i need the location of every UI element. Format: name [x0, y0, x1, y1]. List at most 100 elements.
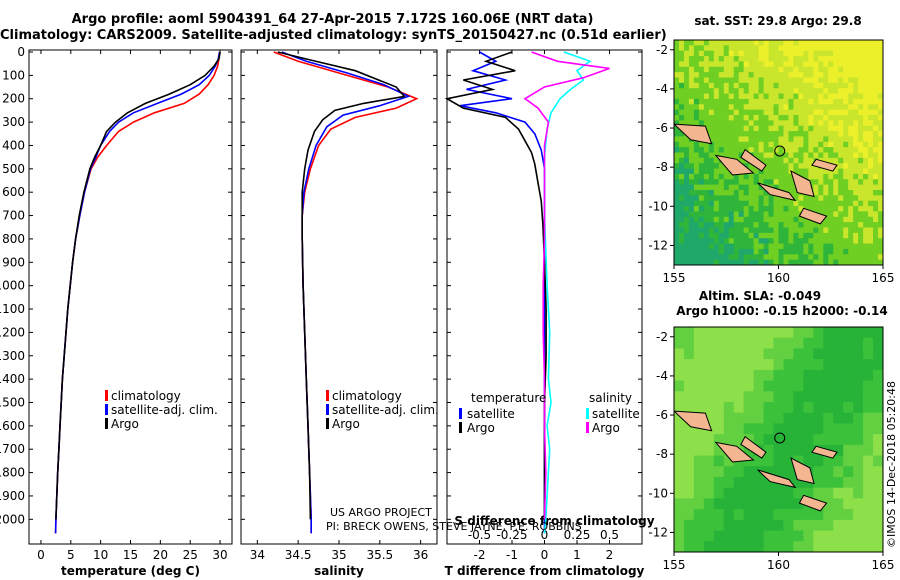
heat-cell: [823, 227, 829, 234]
heat-cell: [783, 104, 790, 111]
heat-cell: [798, 216, 804, 223]
heat-cell: [778, 259, 785, 265]
heat-cell: [878, 168, 883, 175]
island-5: [798, 207, 828, 225]
heat-cell: [708, 200, 715, 207]
heat-cell: [683, 93, 690, 100]
heat-cell: [793, 109, 800, 116]
heat-cell: [674, 369, 685, 382]
heat-cell: [783, 327, 795, 339]
heat-cell: [783, 444, 795, 457]
heat-cell: [813, 66, 819, 73]
heat-cell: [678, 211, 685, 218]
heat-cell: [693, 66, 700, 73]
heat-cell: [713, 455, 725, 467]
heat-cell: [808, 195, 814, 202]
heat-cell: [693, 152, 700, 159]
heat-cell: [678, 216, 685, 223]
heat-cell: [698, 179, 705, 186]
heat-cell: [768, 248, 775, 255]
heat-cell: [678, 168, 685, 175]
heat-cell: [674, 109, 680, 116]
heat-cell: [813, 98, 819, 105]
heat-cell: [863, 147, 869, 154]
heat-cell: [683, 380, 695, 392]
heat-cell: [713, 98, 720, 105]
heat-cell: [788, 131, 795, 138]
heat-cell: [733, 222, 740, 229]
heat-cell: [693, 348, 705, 360]
heat-cell: [863, 190, 869, 196]
heat-cell: [808, 82, 814, 89]
legend-swatch: [326, 418, 329, 429]
heat-cell: [828, 216, 834, 223]
heat-cell: [713, 168, 720, 175]
heat-cell: [693, 206, 700, 213]
heat-cell: [713, 259, 720, 265]
heat-cell: [773, 50, 780, 57]
heat-cell: [823, 259, 829, 265]
heat-cell: [718, 120, 725, 127]
heat-cell: [833, 40, 839, 46]
heat-cell: [773, 227, 780, 234]
heat-cell: [738, 141, 745, 148]
heat-cell: [853, 412, 864, 425]
heat-cell: [728, 200, 735, 207]
heat-cell: [753, 190, 760, 196]
heat-cell: [868, 40, 874, 46]
heat-cell: [713, 359, 725, 371]
heat-cell: [763, 477, 775, 489]
heat-cell: [768, 206, 775, 213]
temperature-xtick-label: 5: [67, 548, 75, 562]
heat-cell: [853, 227, 859, 234]
heat-cell: [773, 72, 780, 79]
heat-cell: [803, 93, 809, 100]
heat-cell: [674, 50, 680, 57]
heat-cell: [858, 125, 864, 132]
heat-cell: [703, 61, 710, 68]
heat-cell: [863, 541, 874, 552]
heat-cell: [828, 56, 834, 63]
heat-cell: [713, 519, 725, 532]
heat-cell: [808, 104, 814, 111]
heat-cell: [838, 152, 844, 159]
heat-cell: [678, 222, 685, 229]
map-ytick-label: -10: [648, 486, 668, 500]
heat-cell: [683, 216, 690, 223]
heat-cell: [818, 56, 824, 63]
heat-cell: [738, 125, 745, 132]
heat-cell: [763, 157, 770, 164]
heat-cell: [798, 243, 804, 250]
heat-cell: [733, 152, 740, 159]
heat-cell: [778, 195, 785, 202]
heat-cell: [848, 227, 854, 234]
heat-cell: [868, 200, 874, 207]
heat-cell: [848, 195, 854, 202]
heat-cell: [748, 66, 755, 73]
heat-cell: [708, 120, 715, 127]
heat-cell: [828, 98, 834, 105]
heat-cell: [853, 77, 859, 84]
heat-cell: [763, 56, 770, 63]
heat-cell: [753, 222, 760, 229]
heat-cell: [843, 195, 849, 202]
heat-cell: [753, 487, 765, 500]
heat-cell: [733, 104, 740, 111]
heat-cell: [773, 466, 785, 478]
heat-cell: [858, 77, 864, 84]
heat-cell: [778, 66, 785, 73]
heat-cell: [723, 61, 730, 68]
heat-cell: [863, 131, 869, 138]
map-ytick-label: -2: [656, 43, 668, 57]
heat-cell: [793, 195, 800, 202]
heat-cell: [763, 254, 770, 261]
island-4: [790, 457, 815, 485]
heat-cell: [708, 238, 715, 245]
map-ytick-label: -10: [648, 199, 668, 213]
heat-cell: [873, 195, 879, 202]
heat-cell: [863, 380, 874, 392]
heat-cell: [718, 72, 725, 79]
heat-cell: [853, 369, 864, 382]
heat-cell: [773, 61, 780, 68]
heat-cell: [708, 227, 715, 234]
